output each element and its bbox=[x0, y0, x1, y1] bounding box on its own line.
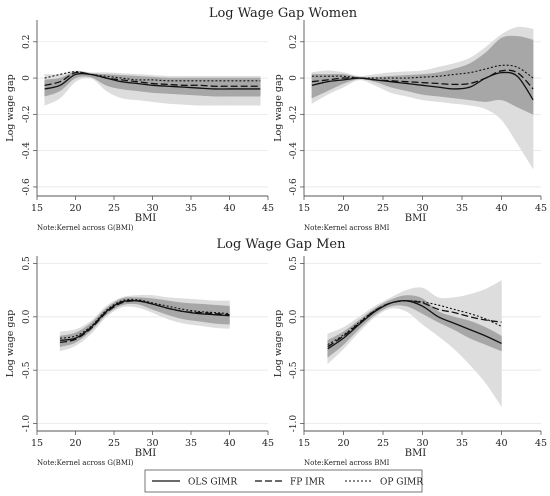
panel-note: Note:Kernel across BMI bbox=[304, 224, 390, 232]
series-line-op-gimr bbox=[327, 300, 502, 346]
y-tick-label: 0 bbox=[289, 75, 299, 81]
y-tick-label: -0.6 bbox=[22, 178, 32, 196]
x-tick-label: 30 bbox=[146, 438, 158, 449]
y-tick-label: 0.2 bbox=[22, 35, 32, 49]
x-tick-label: 25 bbox=[108, 203, 120, 214]
y-tick-label: 0 bbox=[22, 75, 32, 81]
y-tick-label: 0.5 bbox=[289, 256, 299, 271]
series-line-op-gimr bbox=[311, 64, 534, 79]
x-tick-label: 15 bbox=[31, 438, 43, 449]
y-tick-label: -1.0 bbox=[22, 415, 32, 433]
women-section-title: Log Wage Gap Women bbox=[209, 6, 358, 21]
men-section-title: Log Wage Gap Men bbox=[216, 237, 346, 252]
series-line-op-gimr bbox=[44, 71, 261, 82]
y-axis-title: Log wage gap bbox=[5, 74, 16, 141]
x-tick-label: 40 bbox=[495, 438, 507, 449]
series-line-ols-gimr bbox=[44, 72, 261, 90]
series-line-op-gimr bbox=[60, 298, 230, 339]
panel-note: Note:Kernel across G(BMI) bbox=[37, 459, 134, 467]
x-tick-label: 35 bbox=[185, 438, 197, 449]
x-tick-label: 45 bbox=[262, 438, 274, 449]
panel-note: Note:Kernel across G(BMI) bbox=[37, 224, 134, 232]
y-tick-label: 0.0 bbox=[289, 309, 299, 324]
panel-note: Note:Kernel across BMI bbox=[304, 459, 390, 467]
y-tick-label: -0.6 bbox=[289, 178, 299, 196]
x-tick-label: 15 bbox=[298, 438, 310, 449]
x-tick-label: 45 bbox=[262, 203, 274, 214]
x-tick-label: 20 bbox=[337, 203, 349, 214]
series-line-fp-imr bbox=[327, 300, 502, 348]
x-axis-title: BMI bbox=[405, 448, 427, 459]
x-tick-label: 30 bbox=[416, 438, 428, 449]
y-axis-title: Log wage gap bbox=[5, 310, 16, 377]
x-tick-label: 20 bbox=[337, 438, 349, 449]
x-tick-label: 30 bbox=[146, 203, 158, 214]
legend-label-ols-gimr: OLS GIMR bbox=[188, 478, 237, 488]
x-tick-label: 20 bbox=[69, 203, 81, 214]
x-tick-label: 25 bbox=[377, 438, 389, 449]
x-axis-title: BMI bbox=[135, 448, 157, 459]
x-axis-title: BMI bbox=[135, 213, 157, 224]
x-axis-title: BMI bbox=[405, 213, 427, 224]
panel-2: -0.6 -0.4 -0.2 0 0.2 15 20 25 30 35 40 45 BMI Log wag… bbox=[273, 20, 547, 232]
y-axis-title: Log wage gap bbox=[273, 74, 284, 141]
series-line-fp-imr bbox=[311, 69, 534, 90]
y-tick-label: 0.0 bbox=[22, 309, 32, 324]
y-tick-label: -0.5 bbox=[22, 361, 32, 379]
series-line-fp-imr bbox=[44, 71, 261, 87]
x-tick-label: 45 bbox=[535, 203, 547, 214]
series-line-ols-gimr bbox=[60, 299, 230, 341]
y-tick-label: -0.4 bbox=[289, 142, 299, 160]
x-tick-label: 30 bbox=[416, 203, 428, 214]
y-tick-label: -0.4 bbox=[22, 142, 32, 160]
legend: OLS GIMR FP IMR OP GIMR bbox=[144, 469, 423, 493]
series-line-ols-gimr bbox=[327, 300, 502, 350]
x-tick-label: 25 bbox=[377, 203, 389, 214]
x-tick-label: 35 bbox=[185, 203, 197, 214]
panel-1: -0.6 -0.4 -0.2 0 0.2 15 20 25 30 35 40 45 BMI Log wag… bbox=[5, 20, 274, 232]
legend-frame bbox=[144, 469, 423, 493]
x-tick-label: 45 bbox=[535, 438, 547, 449]
confidence-band-inner bbox=[311, 35, 534, 115]
y-tick-label: -0.2 bbox=[22, 106, 32, 123]
y-tick-label: 0.2 bbox=[289, 35, 299, 49]
series-line-fp-imr bbox=[59, 300, 230, 344]
x-tick-label: 40 bbox=[223, 438, 235, 449]
x-tick-label: 15 bbox=[298, 203, 310, 214]
y-tick-label: 0.5 bbox=[22, 256, 32, 271]
x-tick-label: 35 bbox=[456, 203, 468, 214]
series-line-ols-gimr bbox=[311, 71, 534, 101]
y-tick-label: -0.2 bbox=[289, 106, 299, 123]
panel-3: -1.0 -0.5 0.0 0.5 15 20 25 30 35 40 45 BMI Log wage … bbox=[5, 256, 274, 467]
x-tick-label: 20 bbox=[69, 438, 81, 449]
y-tick-label: -1.0 bbox=[289, 415, 299, 433]
y-axis-title: Log wage gap bbox=[273, 310, 284, 377]
x-tick-label: 40 bbox=[495, 203, 507, 214]
x-tick-label: 35 bbox=[456, 438, 468, 449]
panel-4: -1.0 -0.5 0.0 0.5 15 20 25 30 35 40 45 BMI Log wage … bbox=[273, 256, 547, 467]
x-tick-label: 25 bbox=[108, 438, 120, 449]
legend-label-op-gimr: OP GIMR bbox=[380, 478, 423, 488]
x-tick-label: 40 bbox=[223, 203, 235, 214]
x-tick-label: 15 bbox=[31, 203, 43, 214]
chart-panels: -0.6 -0.4 -0.2 0 0.2 15 20 25 30 35 40 45 BMI Log wag… bbox=[5, 20, 547, 467]
y-tick-label: -0.5 bbox=[289, 361, 299, 379]
confidence-band-inner bbox=[327, 295, 502, 358]
legend-label-fp-imr: FP IMR bbox=[290, 478, 325, 488]
